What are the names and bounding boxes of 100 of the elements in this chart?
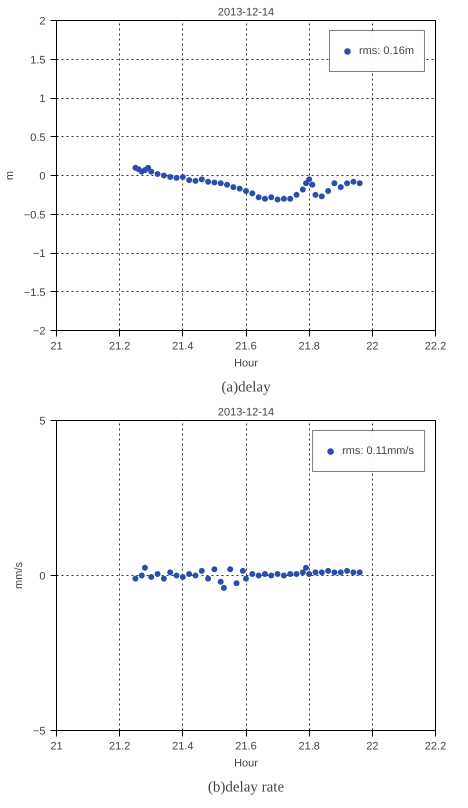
y-tick-label: 5	[39, 416, 46, 428]
point	[234, 580, 240, 586]
y-tick-label: 1	[39, 93, 46, 105]
point	[192, 178, 198, 184]
x-tick-label: 21	[50, 340, 63, 352]
x-tick-label: 21.8	[298, 340, 320, 352]
point	[218, 578, 224, 585]
point	[205, 576, 212, 582]
point	[180, 574, 186, 580]
point	[145, 164, 152, 171]
legend-label: rms: 0.16m	[358, 45, 414, 57]
text: (b)delay rate	[208, 780, 284, 796]
point	[274, 570, 281, 577]
point	[356, 180, 363, 186]
point	[274, 196, 281, 203]
x-tick-label: 21.2	[108, 740, 130, 752]
point	[218, 180, 224, 186]
x-axis-title: Hour	[234, 358, 258, 370]
point	[220, 584, 227, 591]
point	[198, 176, 205, 182]
chart-title: 2013-12-14	[218, 6, 274, 18]
y-axis-title: m	[4, 170, 16, 180]
y-tick-label: −5	[32, 726, 46, 738]
legend-label: rms: 0.11mm/s	[342, 445, 414, 457]
point	[325, 568, 332, 574]
point	[300, 569, 306, 576]
x-tick-label: 22	[366, 740, 378, 752]
x-tick-label: 21.4	[172, 740, 194, 752]
point	[303, 564, 310, 571]
point	[186, 177, 192, 184]
y-tick-label: 0	[39, 170, 46, 182]
point	[262, 570, 268, 577]
point	[318, 193, 325, 200]
point	[174, 572, 180, 578]
point	[268, 572, 274, 578]
y-tick-label: −0.5	[24, 209, 46, 222]
point	[148, 168, 154, 175]
point	[132, 576, 138, 582]
x-tick-label: 21	[50, 740, 63, 752]
point	[249, 190, 256, 196]
x-tick-label: 21.6	[235, 340, 257, 352]
point	[205, 178, 212, 185]
point	[309, 182, 316, 188]
point	[344, 568, 350, 574]
y-tick-label: 2	[39, 16, 46, 28]
point	[167, 174, 174, 180]
y-tick-label: −1.5	[24, 286, 46, 299]
point	[249, 570, 256, 577]
x-tick-label: 22.2	[424, 740, 446, 752]
point	[186, 570, 192, 577]
point	[325, 188, 332, 194]
point	[350, 178, 356, 185]
point	[236, 186, 243, 192]
point	[198, 568, 205, 574]
chart-title: 2013-12-14	[218, 406, 274, 418]
point	[256, 572, 262, 578]
point	[294, 192, 300, 198]
x-tick-label: 22	[366, 340, 378, 352]
point	[211, 179, 218, 186]
point	[148, 574, 154, 580]
point	[262, 196, 268, 202]
point	[312, 569, 318, 576]
point	[160, 172, 167, 178]
y-tick-label: 1.5	[30, 54, 46, 66]
point	[268, 194, 274, 200]
y-tick-label: −1	[32, 248, 46, 260]
point	[174, 174, 180, 181]
x-tick-label: 21.4	[172, 340, 194, 352]
point	[294, 570, 300, 577]
point	[154, 170, 161, 177]
point	[240, 568, 246, 574]
x-tick-label: 22.2	[424, 340, 446, 352]
point	[211, 566, 218, 572]
y-axis-title: mm/s	[12, 562, 25, 589]
point	[138, 572, 145, 578]
text: (a)delay	[221, 380, 272, 396]
point	[227, 566, 234, 572]
point	[287, 196, 294, 202]
point	[142, 564, 148, 571]
point	[312, 192, 318, 198]
x-tick-label: 21.2	[108, 340, 130, 352]
point	[344, 180, 350, 186]
point	[338, 569, 344, 576]
point	[356, 569, 363, 576]
point	[192, 572, 198, 578]
point	[287, 570, 294, 577]
point	[350, 569, 356, 576]
y-tick-label: 0.5	[30, 132, 46, 144]
point	[331, 569, 338, 576]
point	[303, 180, 310, 186]
x-tick-label: 21.8	[298, 740, 320, 752]
point	[306, 570, 312, 577]
y-tick-label: −2	[32, 326, 46, 338]
point	[300, 186, 306, 192]
point	[243, 576, 249, 582]
point	[224, 182, 230, 188]
point	[338, 184, 344, 190]
point	[331, 180, 338, 186]
point	[180, 174, 186, 180]
x-axis-title: Hour	[234, 758, 258, 770]
